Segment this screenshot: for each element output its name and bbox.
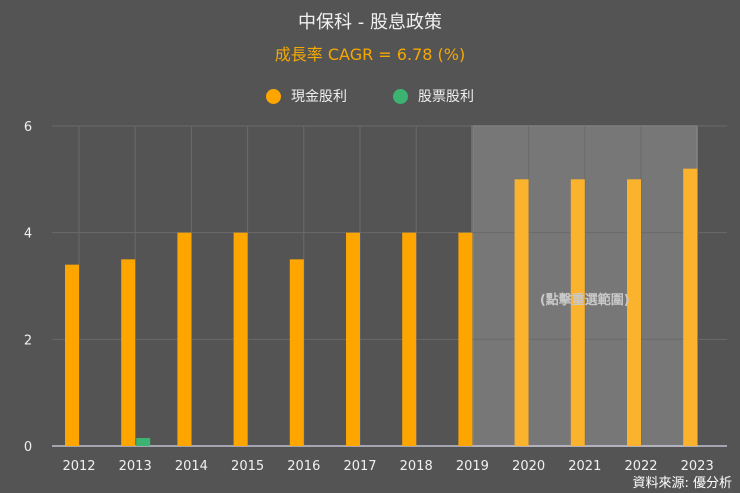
- bar-cash-2021: [570, 179, 585, 447]
- x-tick-label: 2017: [343, 459, 376, 474]
- chart-subtitle: 成長率 CAGR = 6.78 (%): [274, 45, 466, 64]
- x-tick-label: 2015: [231, 459, 264, 474]
- bar-cash-2017: [346, 232, 360, 446]
- bar-cash-2013: [121, 259, 136, 446]
- legend: 現金股利 股票股利: [0, 86, 740, 106]
- bar-cash-2016: [289, 259, 304, 446]
- legend-dot-icon: [266, 88, 281, 104]
- x-tick-label: 2021: [568, 459, 601, 474]
- legend-label: 現金股利: [291, 89, 347, 105]
- bar-cash-2018: [402, 232, 417, 446]
- bar-stock-2013: [136, 438, 151, 446]
- y-tick-label: 0: [24, 440, 32, 455]
- x-tick-label: 2016: [287, 459, 320, 474]
- y-tick-label: 6: [24, 120, 32, 135]
- x-tick-label: 2020: [512, 459, 545, 474]
- x-tick-label: 2014: [175, 459, 208, 474]
- bar-cash-2020: [514, 179, 529, 447]
- highlight-label: (點擊重選範圍): [540, 292, 630, 308]
- legend-dot-icon: [393, 88, 408, 104]
- x-tick-label: 2022: [624, 459, 657, 474]
- x-tick-label: 2018: [400, 459, 433, 474]
- y-tick-label: 4: [24, 227, 32, 242]
- bar-cash-2014: [177, 232, 192, 446]
- source-label: 資料來源: 優分析: [632, 476, 732, 491]
- bar-cash-2019: [458, 232, 473, 446]
- x-tick-label: 2023: [681, 459, 714, 474]
- legend-item-cash[interactable]: 現金股利: [266, 86, 347, 106]
- x-tick-label: 2019: [456, 459, 489, 474]
- chart-title: 中保科 - 股息政策: [298, 12, 442, 33]
- legend-item-stock[interactable]: 股票股利: [393, 86, 474, 106]
- x-tick-label: 2012: [62, 459, 95, 474]
- x-tick-label: 2013: [119, 459, 152, 474]
- y-tick-label: 2: [24, 333, 32, 348]
- bar-cash-2023: [683, 168, 698, 446]
- legend-label: 股票股利: [418, 89, 474, 105]
- bar-cash-2022: [627, 179, 641, 447]
- bar-cash-2015: [233, 232, 248, 446]
- bar-cash-2012: [65, 264, 79, 446]
